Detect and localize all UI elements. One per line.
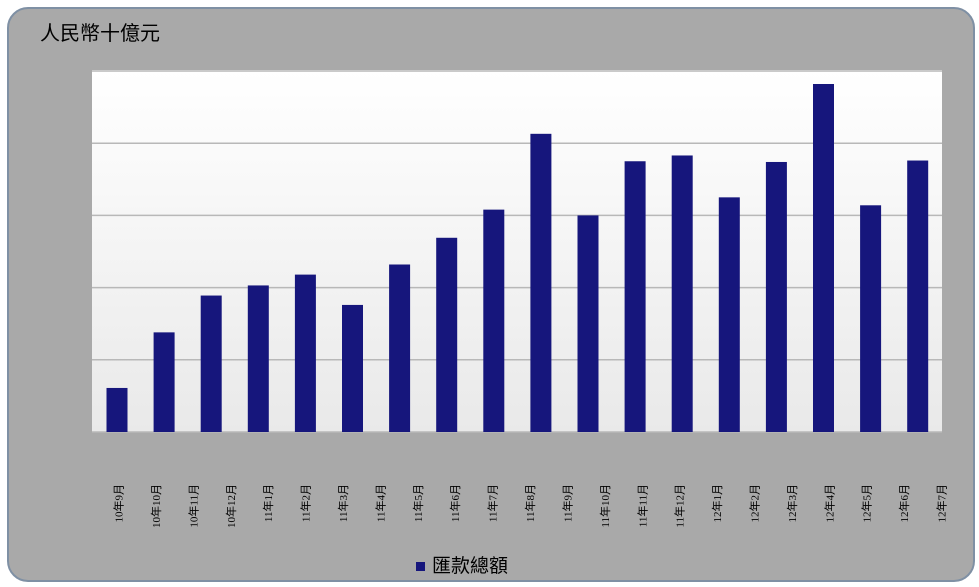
x-tick-label: 11年7月 <box>486 484 500 522</box>
x-tick-label: 11年2月 <box>299 484 313 522</box>
x-tick-label: 10年11月 <box>186 484 200 528</box>
bar <box>247 285 269 432</box>
bar <box>200 295 222 432</box>
x-tick-label: 12年7月 <box>935 484 949 523</box>
bar <box>436 237 458 432</box>
bar <box>765 161 787 433</box>
bar <box>671 155 693 432</box>
bar <box>813 83 834 432</box>
x-tick-label: 11年4月 <box>373 484 387 522</box>
x-tick-label: 11年5月 <box>411 484 425 522</box>
bar <box>577 215 599 432</box>
x-tick-label: 11年11月 <box>635 484 649 527</box>
x-tick-label: 12年6月 <box>897 484 911 523</box>
bar <box>624 161 646 432</box>
legend-swatch <box>416 562 425 571</box>
bar <box>106 387 128 432</box>
x-tick-label: 11年9月 <box>560 484 574 522</box>
legend-label: 匯款總額 <box>432 555 508 577</box>
bar <box>342 304 363 432</box>
x-tick-label: 12年2月 <box>747 484 761 523</box>
x-tick-label: 12年4月 <box>822 484 836 523</box>
bar <box>294 274 316 432</box>
plot-area <box>92 70 942 432</box>
x-tick-label: 11年1月 <box>261 484 275 522</box>
x-tick-label: 11年6月 <box>448 484 462 522</box>
bar <box>483 209 505 432</box>
x-tick-label: 10年12月 <box>224 484 238 528</box>
x-tick-label: 11年8月 <box>523 484 537 522</box>
x-tick-label: 11年10月 <box>598 484 612 528</box>
bar <box>860 205 882 432</box>
x-tick-label: 12年5月 <box>860 484 874 523</box>
x-tick-label: 11年12月 <box>673 484 687 528</box>
bar <box>530 133 552 432</box>
x-tick-label: 11年3月 <box>336 484 350 522</box>
x-tick-label: 10年10月 <box>149 484 163 528</box>
bar <box>718 197 740 432</box>
bar <box>153 332 175 432</box>
x-tick-label: 10年9月 <box>112 484 126 523</box>
x-tick-label: 12年3月 <box>785 484 799 523</box>
chart-title: 人民幣十億元 <box>40 22 160 45</box>
bar <box>389 264 411 432</box>
bar <box>907 160 929 432</box>
x-tick-label: 12年1月 <box>710 484 724 523</box>
